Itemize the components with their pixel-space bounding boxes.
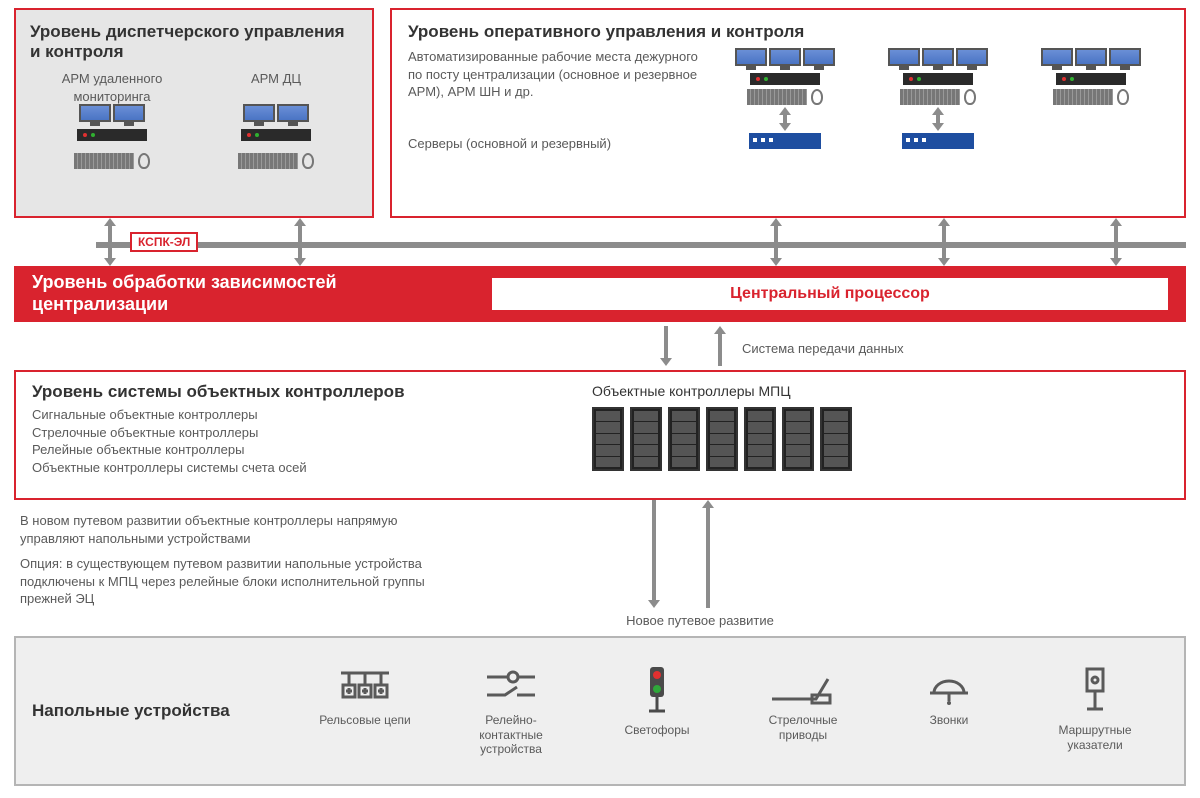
monitor-triple-icon (1041, 48, 1141, 70)
ws-label: АРМ удаленного мониторинга (37, 70, 187, 104)
device-label: Маршрутные указатели (1045, 723, 1145, 752)
monitor-pair-icon (201, 104, 351, 126)
workstation-dc: АРМ ДЦ (201, 70, 351, 169)
traffic-light-icon (637, 665, 677, 717)
bell-icon (924, 665, 974, 707)
arrow-up-icon (702, 500, 714, 608)
level1-left-title: Уровень диспетчерского управления и конт… (30, 22, 358, 62)
device-label: Звонки (930, 713, 969, 727)
pc-icon (77, 129, 147, 141)
kspk-badge: КСПК-ЭЛ (130, 232, 198, 252)
monitor-triple-icon (735, 48, 835, 70)
note-p2: Опция: в существующем путевом развитии н… (20, 555, 450, 608)
operational-workstation (1041, 48, 1141, 152)
panel-object-controllers: Уровень системы объектных контроллеров С… (14, 370, 1186, 500)
rack-icon (706, 407, 738, 471)
route-indicator-icon (1075, 665, 1115, 717)
device-label: Рельсовые цепи (319, 713, 410, 727)
note-p1: В новом путевом развитии объектные контр… (20, 512, 450, 547)
keyboard-mouse-icon (201, 153, 351, 169)
cpu-box: Центральный процессор (492, 278, 1168, 310)
keyboard-mouse-icon (735, 89, 835, 105)
double-arrow-vertical-icon (932, 107, 944, 131)
pc-icon (241, 129, 311, 141)
device-route-indicators: Маршрутные указатели (1045, 665, 1145, 752)
rack-icon (668, 407, 700, 471)
panel-field-devices: Напольные устройства Рельсовые цепи Реле… (14, 636, 1186, 786)
rack-icon (820, 407, 852, 471)
level1-right-title: Уровень оперативного управления и контро… (408, 22, 1168, 42)
keyboard-mouse-icon (1041, 89, 1141, 105)
data-system-label: Система передачи данных (742, 340, 904, 358)
pc-icon (750, 73, 820, 85)
server-icon (749, 133, 821, 149)
arrow-up-icon (714, 326, 726, 366)
device-traffic-lights: Светофоры (607, 665, 707, 737)
level2-title: Уровень обработки зависимостей централиз… (32, 272, 462, 315)
double-arrow-vertical-icon (1110, 218, 1122, 266)
double-arrow-vertical-icon (779, 107, 791, 131)
monitor-pair-icon (37, 104, 187, 126)
device-relay-contact: Релейно-контактные устройства (461, 665, 561, 756)
panel-dispatch-control: Уровень диспетчерского управления и конт… (14, 8, 374, 218)
pc-icon (903, 73, 973, 85)
rack-icon (592, 407, 624, 471)
keyboard-mouse-icon (888, 89, 988, 105)
double-arrow-vertical-icon (294, 218, 306, 266)
horizontal-bus-line (96, 242, 1186, 248)
pc-icon (1056, 73, 1126, 85)
cpu-label: Центральный процессор (730, 285, 930, 302)
notes-block: В новом путевом развитии объектные контр… (20, 512, 450, 608)
switch-drive-icon (768, 665, 838, 707)
device-label: Стрелочные приводы (753, 713, 853, 742)
device-bells: Звонки (899, 665, 999, 727)
new-track-label: Новое путевое развитие (600, 612, 800, 630)
keyboard-mouse-icon (37, 153, 187, 169)
level3-title: Уровень системы объектных контроллеров (32, 382, 552, 402)
rack-icon (782, 407, 814, 471)
racks-row (592, 407, 1168, 471)
rail-circuit-icon (335, 665, 395, 707)
rack-icon (630, 407, 662, 471)
level3-item: Объектные контроллеры системы счета осей (32, 459, 552, 477)
arrow-down-icon (660, 326, 672, 366)
level4-title: Напольные устройства (32, 701, 292, 721)
workstation-remote-monitoring: АРМ удаленного мониторинга (37, 70, 187, 169)
device-label: Светофоры (624, 723, 689, 737)
level1-right-desc: Автоматизированные рабочие места дежурно… (408, 48, 708, 101)
device-label: Релейно-контактные устройства (461, 713, 561, 756)
relay-icon (481, 665, 541, 707)
double-arrow-vertical-icon (770, 218, 782, 266)
double-arrow-vertical-icon (104, 218, 116, 266)
panel-operational-control: Уровень оперативного управления и контро… (390, 8, 1186, 218)
level3-item: Релейные объектные контроллеры (32, 441, 552, 459)
arrow-down-icon (648, 500, 660, 608)
servers-label: Серверы (основной и резервный) (408, 135, 708, 153)
rack-icon (744, 407, 776, 471)
operational-workstation (888, 48, 988, 152)
server-icon (902, 133, 974, 149)
level2-processing-band: Уровень обработки зависимостей централиз… (14, 266, 1186, 322)
level3-item: Сигнальные объектные контроллеры (32, 406, 552, 424)
device-rail-circuits: Рельсовые цепи (315, 665, 415, 727)
device-point-machines: Стрелочные приводы (753, 665, 853, 742)
level3-item: Стрелочные объектные контроллеры (32, 424, 552, 442)
ws-label: АРМ ДЦ (201, 70, 351, 104)
operational-workstation (735, 48, 835, 152)
double-arrow-vertical-icon (938, 218, 950, 266)
monitor-triple-icon (888, 48, 988, 70)
level3-right-title: Объектные контроллеры МПЦ (592, 382, 1168, 401)
